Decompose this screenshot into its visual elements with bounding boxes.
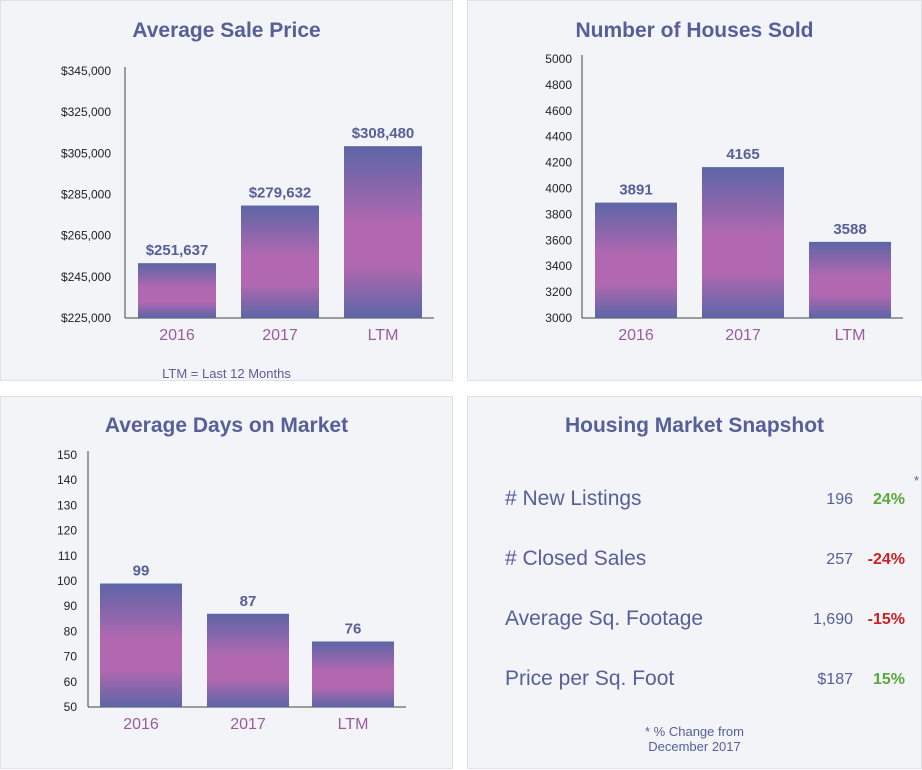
data-label: 4165 [726,146,759,163]
y-tick-label: 120 [57,524,77,538]
average-sale-price-chart: $225,000 $245,000 $265,000 $285,000 $305,000… [61,64,434,344]
y-tick-label: 140 [57,473,77,487]
snapshot-footnote: * % Change from December 2017 [468,724,921,754]
average-sale-price-title: Average Sale Price [132,19,321,42]
y-tick-label: 50 [64,700,78,714]
average-sale-price-panel: Average Sale Price $225,000 $245,000 $265,… [0,0,453,381]
bar-2017 [241,205,319,318]
y-tick-label: 4200 [545,156,572,170]
snapshot-value: 196 [826,491,853,508]
y-tick-label: 4400 [545,130,572,144]
y-tick-label: 4600 [545,104,572,118]
snapshot-row-new-listings: # New Listings 196 24% * [468,473,922,517]
data-label: $279,632 [249,185,312,202]
days-on-market-panel: Average Days on Market 50 60 70 80 90 100 110 1… [0,396,453,769]
y-tick-label: 3800 [545,207,572,221]
y-tick-label: 4800 [545,78,572,92]
snapshot-value: $187 [817,671,853,688]
snapshot-row-closed-sales: # Closed Sales 257 -24% [468,547,922,577]
y-tick-label: $305,000 [61,146,111,160]
ltm-footnote: LTM = Last 12 Months [162,366,291,381]
snapshot-change: 24% [872,491,905,508]
snapshot-change: -24% [867,551,905,568]
snapshot-title: Housing Market Snapshot [564,414,825,437]
y-tick-label: 150 [57,448,77,462]
snapshot-value: 1,690 [812,611,853,628]
snapshot-change: 15% [872,671,905,688]
houses-sold-title: Number of Houses Sold [575,19,814,42]
y-tick-label: 130 [57,498,77,512]
y-tick-label: $345,000 [61,64,111,78]
snapshot-label: Price per Sq. Foot [505,667,675,690]
snapshot-label: # Closed Sales [505,547,647,570]
bar-ltm [344,146,422,318]
data-label: $308,480 [352,125,415,142]
data-label: 3891 [619,182,652,199]
y-tick-label: $325,000 [61,105,111,119]
y-tick-label: 70 [64,650,78,664]
category-label: 2016 [159,327,195,344]
category-label: 2017 [262,327,298,344]
snapshot-value: 257 [826,551,853,568]
y-tick-label: 3200 [545,285,572,299]
bar-2017 [702,167,784,318]
houses-sold-panel: Number of Houses Sold 3000 3200 3400 3600 38… [467,0,922,381]
snapshot-row-avg-sq-footage: Average Sq. Footage 1,690 -15% [468,607,922,637]
snapshot-asterisk: * [913,473,919,488]
y-tick-label: 80 [64,624,78,638]
houses-sold-chart: 3000 3200 3400 3600 3800 4000 4200 4400 4600 4800… [545,52,903,344]
category-label: 2016 [123,716,159,733]
snapshot-row-price-per-sq-foot: Price per Sq. Foot $187 15% [468,667,922,697]
bar-2017 [207,613,289,707]
y-tick-label: 4000 [545,182,572,196]
y-tick-label: 110 [58,549,77,563]
snapshot-footnote-line2: December 2017 [648,739,741,754]
snapshot-label: Average Sq. Footage [505,607,704,630]
category-label: 2017 [230,716,266,733]
y-tick-label: $285,000 [61,188,111,202]
snapshot-footnote-line1: * % Change from [645,724,744,739]
y-tick-label: 60 [64,675,78,689]
category-label: 2017 [725,327,761,344]
y-tick-label: $245,000 [61,270,111,284]
y-tick-label: 3400 [545,259,572,273]
days-on-market-title: Average Days on Market [104,414,349,437]
data-label: 76 [345,620,362,637]
category-label: LTM [835,327,866,344]
y-tick-label: 3000 [545,311,572,325]
bar-ltm [809,241,891,318]
housing-snapshot-panel: Housing Market Snapshot # New Listings 1… [467,396,922,769]
snapshot-label: # New Listings [505,487,642,510]
data-label: 87 [240,593,257,610]
bar-2016 [138,263,216,318]
data-label: 99 [133,563,150,580]
category-label: 2016 [618,327,654,344]
category-label: LTM [338,716,369,733]
y-tick-label: $225,000 [61,311,111,325]
y-tick-label: 90 [64,599,78,613]
y-tick-label: 5000 [545,52,572,66]
bar-ltm [312,641,394,707]
y-tick-label: 100 [57,574,77,588]
days-on-market-chart: 50 60 70 80 90 100 110 120 130 140 150 99 2016 87 2017… [57,448,406,733]
y-tick-label: 3600 [545,233,572,247]
bar-2016 [100,583,182,707]
data-label: $251,637 [146,242,209,259]
snapshot-change: -15% [867,611,905,628]
bar-2016 [595,202,677,318]
category-label: LTM [368,327,399,344]
data-label: 3588 [833,221,866,238]
y-tick-label: $265,000 [61,229,111,243]
